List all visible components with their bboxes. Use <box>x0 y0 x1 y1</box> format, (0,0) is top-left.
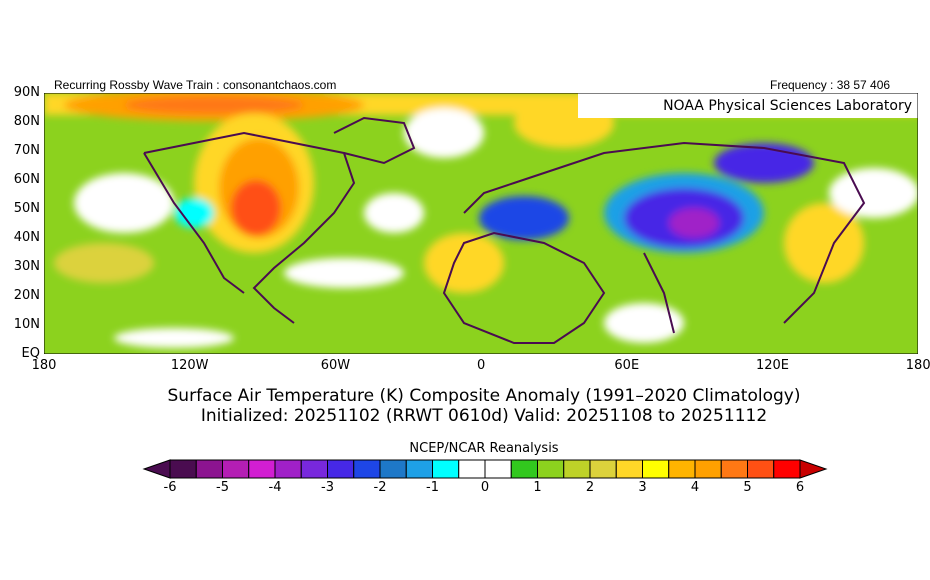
colorbar-swatch <box>379 459 407 479</box>
colorbar-tick-label: -3 <box>321 480 334 495</box>
colorbar-label: NCEP/NCAR Reanalysis <box>409 441 559 456</box>
colorbar-swatch <box>510 459 538 479</box>
lon-label: 60W <box>320 358 351 373</box>
lon-label: 60E <box>614 358 640 373</box>
map-subtitle: Initialized: 20251102 (RRWT 0610d) Valid… <box>200 406 768 426</box>
colorbar-tick-label: -1 <box>426 480 439 495</box>
colorbar-tick-label: 0 <box>480 480 490 495</box>
colorbar-swatch <box>589 459 617 479</box>
colorbar <box>142 459 828 479</box>
lat-label: 50N <box>13 201 40 216</box>
lat-label: 70N <box>13 143 40 158</box>
colorbar-swatch <box>747 459 775 479</box>
lon-label: 120E <box>755 358 790 373</box>
lat-label: 60N <box>13 172 40 187</box>
lat-label: 30N <box>13 259 40 274</box>
temperature-anomaly-map: NOAA Physical Sciences Laboratory <box>44 93 918 354</box>
colorbar-swatch <box>248 459 276 479</box>
anomaly-fields <box>44 93 918 348</box>
lat-label: 90N <box>13 85 40 100</box>
lat-label: 80N <box>13 114 40 129</box>
colorbar-tick-label: 4 <box>690 480 700 495</box>
colorbar-tick-label: -6 <box>163 480 177 495</box>
lat-label: 20N <box>13 288 40 303</box>
lab-label: NOAA Physical Sciences Laboratory <box>663 98 912 114</box>
coastlines <box>143 116 866 344</box>
colorbar-swatch <box>537 459 565 479</box>
colorbar-swatch <box>694 459 722 479</box>
lat-label: EQ <box>21 346 40 361</box>
colorbar-swatch <box>300 459 328 479</box>
colorbar-swatch <box>458 459 486 479</box>
colorbar-swatch <box>773 459 801 479</box>
map-title: Surface Air Temperature (K) Composite An… <box>167 386 801 406</box>
colorbar-tick-label: -2 <box>373 480 387 495</box>
colorbar-swatch <box>642 459 670 479</box>
colorbar-swatch <box>353 459 381 479</box>
lon-label: 180 <box>31 358 57 373</box>
colorbar-swatch <box>720 459 748 479</box>
colorbar-tick-label: -4 <box>268 480 282 495</box>
colorbar-swatch <box>195 459 223 479</box>
colorbar-swatch <box>169 459 197 479</box>
colorbar-swatch <box>615 459 643 479</box>
lat-label: 10N <box>13 317 40 332</box>
colorbar-tick-label: 2 <box>585 480 595 495</box>
colorbar-tick-label: 5 <box>743 480 752 495</box>
lon-label: 120W <box>170 358 209 373</box>
colorbar-swatch <box>222 459 250 479</box>
lat-label: 40N <box>13 230 40 245</box>
colorbar-swatch <box>274 459 302 479</box>
colorbar-tick-label: -5 <box>216 480 229 495</box>
colorbar-swatch <box>563 459 591 479</box>
colorbar-tick-label: 3 <box>638 480 647 495</box>
colorbar-swatch <box>668 459 696 479</box>
colorbar-swatch <box>432 459 460 479</box>
lon-label: 180 <box>905 358 930 373</box>
colorbar-swatch <box>484 459 512 479</box>
lon-label: 0 <box>476 358 486 373</box>
colorbar-swatch <box>405 459 433 479</box>
colorbar-high-arrow <box>799 459 828 479</box>
colorbar-tick-label: 1 <box>533 480 542 495</box>
colorbar-low-arrow <box>142 459 171 479</box>
frequency-text: Frequency : 38 57 406 <box>770 78 891 92</box>
lab-label-box <box>578 93 918 118</box>
colorbar-tick-label: 6 <box>795 480 805 495</box>
colorbar-swatch <box>327 459 355 479</box>
credit-text: Recurring Rossby Wave Train : consonantc… <box>54 78 337 92</box>
